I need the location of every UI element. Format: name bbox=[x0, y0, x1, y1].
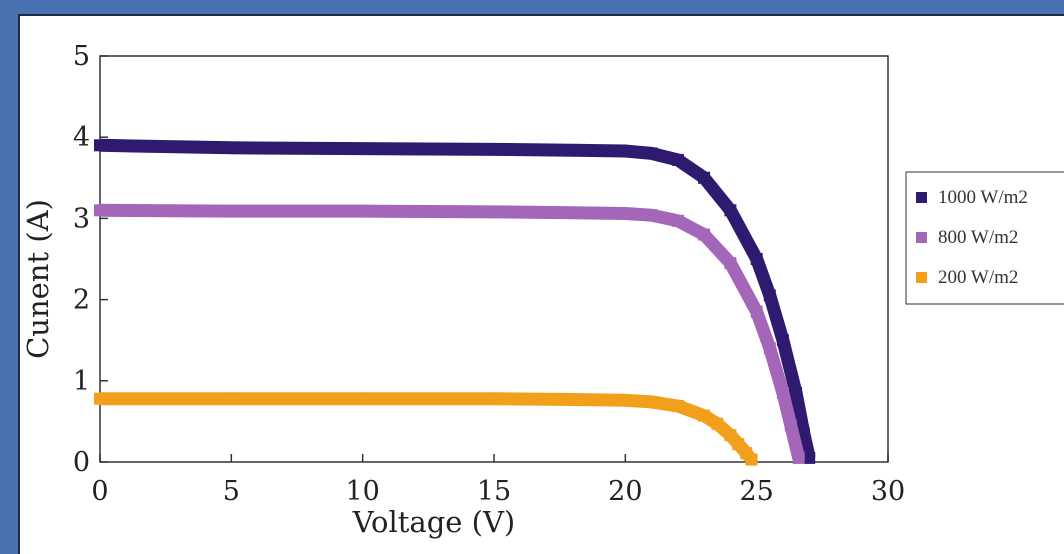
data-point bbox=[724, 204, 737, 217]
data-point bbox=[671, 153, 684, 166]
data-point bbox=[750, 305, 763, 318]
data-point bbox=[763, 289, 776, 302]
legend: 1000 W/m2 800 W/m2 200 W/m2 bbox=[905, 171, 1064, 305]
data-point bbox=[488, 205, 500, 218]
data-point bbox=[356, 392, 369, 405]
data-point bbox=[698, 409, 711, 422]
data-point bbox=[225, 392, 238, 405]
data-point bbox=[225, 141, 238, 154]
data-point bbox=[645, 395, 658, 408]
x-tick-label: 30 bbox=[871, 476, 905, 507]
data-point bbox=[698, 171, 711, 184]
data-point bbox=[488, 143, 500, 156]
data-point bbox=[745, 453, 758, 466]
x-axis-title: Voltage (V) bbox=[352, 505, 515, 539]
legend-swatch bbox=[916, 232, 927, 243]
series-line-0 bbox=[99, 138, 816, 460]
data-point bbox=[566, 144, 579, 157]
data-point bbox=[566, 206, 579, 219]
legend-label: 800 W/m2 bbox=[938, 227, 1018, 248]
data-point bbox=[619, 145, 632, 157]
legend-box bbox=[905, 171, 1064, 305]
data-point bbox=[776, 387, 789, 399]
legend-swatch bbox=[916, 272, 927, 283]
data-point bbox=[671, 214, 684, 227]
data-point bbox=[671, 400, 684, 412]
data-point bbox=[225, 205, 238, 218]
iv-curve-chart: 0 5 10 15 20 25 30 0 1 2 3 4 5 Voltage (V) Cunent (A… bbox=[21, 41, 1064, 539]
data-point bbox=[711, 417, 724, 430]
data-point bbox=[94, 392, 106, 405]
data-point bbox=[776, 334, 789, 347]
data-point bbox=[698, 228, 711, 241]
data-point bbox=[763, 342, 776, 355]
data-point bbox=[645, 147, 658, 160]
legend-label: 1000 W/m2 bbox=[938, 187, 1028, 208]
data-point bbox=[797, 427, 810, 440]
data-point bbox=[619, 394, 632, 407]
x-tick-label: 25 bbox=[739, 476, 773, 507]
legend-swatch bbox=[916, 192, 927, 203]
y-tick-label: 3 bbox=[73, 203, 90, 234]
data-point bbox=[790, 387, 803, 399]
x-tick-label: 15 bbox=[477, 476, 511, 507]
axis-tick-labels: 0 5 10 15 20 25 30 0 1 2 3 4 5 bbox=[73, 41, 905, 507]
x-tick-label: 10 bbox=[345, 476, 379, 507]
data-point bbox=[619, 207, 632, 220]
data-point bbox=[724, 257, 737, 270]
data-point bbox=[803, 451, 816, 464]
data-point bbox=[356, 142, 369, 155]
data-point bbox=[784, 419, 797, 432]
series-layer bbox=[94, 138, 816, 466]
data-point bbox=[566, 393, 579, 406]
x-tick-label: 0 bbox=[91, 476, 108, 507]
y-tick-label: 4 bbox=[73, 122, 90, 153]
series-line-1 bbox=[99, 203, 806, 460]
y-axis-title: Cunent (A) bbox=[21, 199, 55, 359]
y-tick-label: 1 bbox=[73, 366, 90, 397]
data-point bbox=[94, 204, 106, 217]
data-point bbox=[94, 139, 106, 152]
y-tick-label: 2 bbox=[73, 285, 90, 316]
data-point bbox=[750, 253, 763, 265]
data-point bbox=[488, 392, 500, 405]
data-point bbox=[792, 451, 805, 464]
data-point bbox=[356, 205, 369, 218]
x-tick-label: 5 bbox=[223, 476, 240, 507]
data-point bbox=[645, 209, 658, 222]
y-tick-label: 5 bbox=[73, 41, 90, 72]
y-tick-label: 0 bbox=[73, 447, 90, 478]
x-tick-label: 20 bbox=[608, 476, 642, 507]
chart-panel bbox=[18, 14, 1064, 554]
legend-label: 200 W/m2 bbox=[938, 267, 1018, 288]
